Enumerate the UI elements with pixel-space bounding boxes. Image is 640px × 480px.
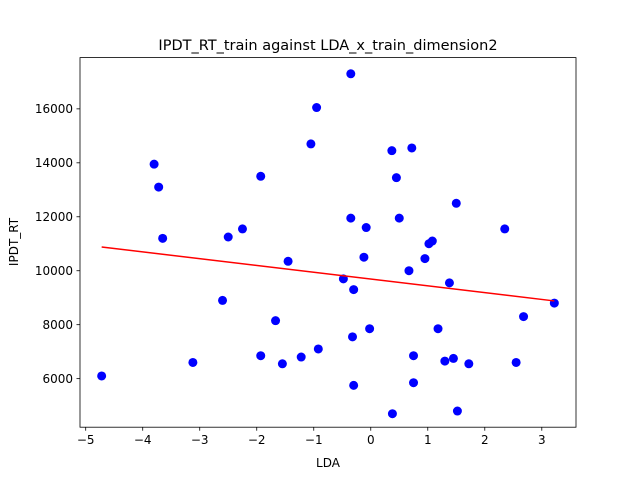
x-tick-label: −1 (305, 433, 323, 447)
scatter-point (448, 353, 458, 363)
scatter-point (223, 232, 233, 242)
y-axis: 6000 8000 10000 12000 14000 16000 (35, 102, 80, 386)
scatter-point (271, 316, 281, 326)
scatter-point (420, 254, 430, 264)
scatter-point (409, 378, 419, 388)
scatter-point (283, 256, 293, 266)
scatter-point (391, 173, 401, 183)
x-tick-label: 1 (424, 433, 432, 447)
scatter-point (464, 359, 474, 369)
scatter-point (361, 223, 371, 233)
y-tick-label: 14000 (35, 156, 73, 170)
scatter-point (349, 285, 359, 295)
scatter-point (409, 351, 419, 361)
scatter-point (359, 252, 369, 262)
scatter-point (346, 213, 356, 223)
scatter-point (519, 312, 529, 322)
scatter-point (500, 224, 510, 234)
scatter-point (404, 266, 414, 276)
x-tick-label: −2 (248, 433, 266, 447)
x-tick-label: −3 (191, 433, 209, 447)
scatter-point (296, 352, 306, 362)
x-tick-label: −4 (134, 433, 152, 447)
scatter-point (306, 139, 316, 149)
scatter-point (158, 233, 168, 243)
scatter-point (451, 198, 461, 208)
scatter-point (237, 224, 247, 234)
scatter-point (387, 409, 397, 419)
scatter-point (349, 380, 359, 390)
scatter-point (277, 359, 287, 369)
scatter-point (312, 103, 322, 113)
scatter-point (348, 332, 358, 342)
scatter-point (256, 351, 266, 361)
scatter-point (433, 324, 443, 334)
scatter-point (97, 371, 107, 381)
scatter-point (407, 143, 417, 153)
x-tick-label: 3 (538, 433, 546, 447)
scatter-point (365, 324, 375, 334)
scatter-point (444, 278, 454, 288)
scatter-point (387, 146, 397, 156)
scatter-point (154, 182, 164, 192)
x-axis: −5 −4 −3 −2 −1 0 1 2 3 (77, 427, 546, 447)
scatter-point (188, 357, 198, 367)
chart-title: IPDT_RT_train against LDA_x_train_dimens… (158, 38, 497, 54)
scatter-point (440, 356, 450, 366)
x-tick-label: 0 (367, 433, 375, 447)
y-tick-label: 10000 (35, 264, 73, 278)
y-tick-label: 6000 (42, 372, 73, 386)
scatter-point (218, 295, 228, 305)
y-tick-label: 8000 (42, 318, 73, 332)
regression-line (101, 246, 555, 302)
scatter-point (346, 69, 356, 79)
y-tick-label: 16000 (35, 102, 73, 116)
scatter-point (256, 171, 266, 181)
y-tick-label: 12000 (35, 210, 73, 224)
x-tick-label: −5 (77, 433, 95, 447)
scatter-point (452, 406, 462, 416)
y-axis-label: IPDT_RT (7, 217, 21, 266)
scatter-point (149, 159, 159, 169)
x-axis-label: LDA (316, 456, 341, 470)
scatter-point (313, 344, 323, 354)
x-tick-label: 2 (481, 433, 489, 447)
plot-area (97, 69, 559, 419)
scatter-point (511, 357, 521, 367)
scatter-point (427, 236, 437, 246)
scatter-point (394, 213, 404, 223)
axes-frame (79, 57, 577, 428)
